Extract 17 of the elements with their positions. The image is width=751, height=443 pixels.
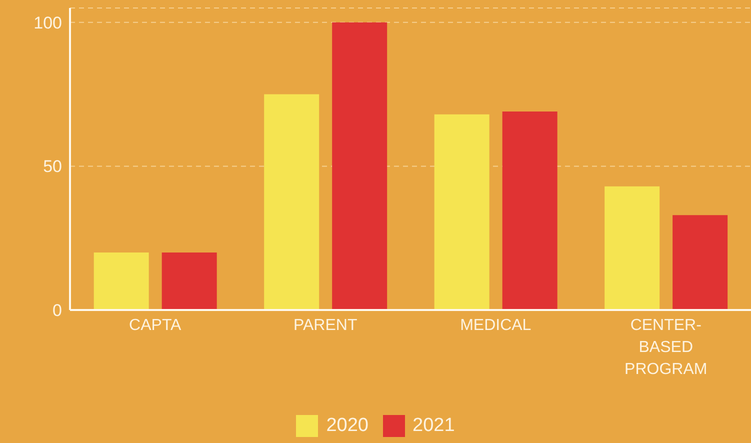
bar — [94, 252, 149, 310]
x-tick-label: MEDICAL — [460, 317, 532, 334]
x-tick-label: CAPTA — [129, 317, 182, 334]
x-tick-label: PARENT — [294, 317, 358, 334]
y-tick-label: 100 — [34, 13, 62, 32]
bar — [434, 114, 490, 310]
legend-label: 2021 — [412, 415, 455, 437]
x-tick-label: CENTER-BASED PROGRAM — [624, 317, 708, 378]
bar — [332, 22, 388, 310]
bar — [604, 186, 660, 310]
bar — [162, 252, 217, 310]
y-tick-label: 0 — [52, 301, 62, 320]
bar — [672, 215, 728, 310]
bar — [264, 94, 320, 310]
legend-label: 2020 — [326, 415, 368, 437]
y-tick-label: 50 — [43, 157, 62, 176]
bar — [502, 112, 558, 310]
